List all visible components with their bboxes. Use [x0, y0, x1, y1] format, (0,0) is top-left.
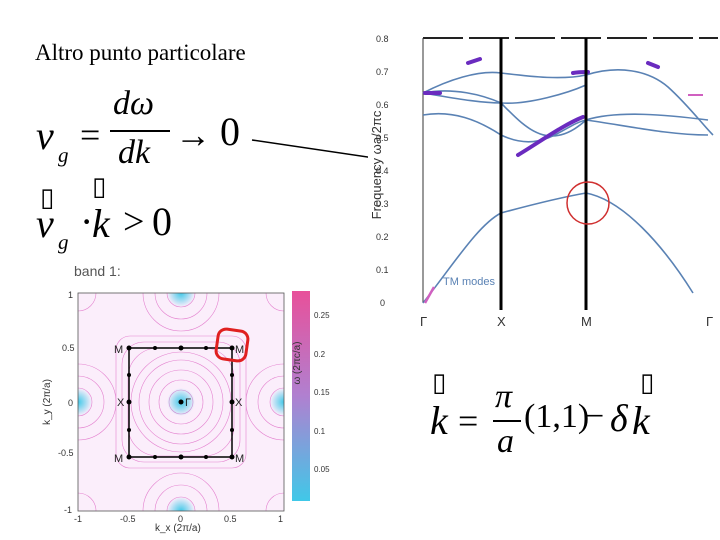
- fraction-numerator: dω: [113, 85, 155, 122]
- m-label: M: [114, 453, 123, 465]
- fraction-denominator: dk: [118, 134, 151, 171]
- fraction-bar: [110, 130, 170, 132]
- band-diagram: Frequency ωa/2πc 0.8 0.7 0.6 0.5 0.4 0.3…: [368, 25, 720, 345]
- cbar-tick: 0.05: [314, 465, 330, 474]
- delta-symbol: δ: [610, 398, 628, 440]
- symmetry-labels: M M M M X X Γ: [114, 344, 244, 465]
- x-label: X: [117, 397, 125, 409]
- xtick: -0.5: [120, 514, 136, 523]
- unit-vector: (1,1): [524, 398, 590, 435]
- vg-subscript: g: [58, 230, 69, 254]
- contour-xticks: -1 -0.5 0 0.5 1: [74, 514, 283, 523]
- pi-symbol: π: [495, 378, 513, 415]
- k-symbol: k: [430, 398, 448, 443]
- ytick: 1: [68, 290, 73, 300]
- a-symbol: a: [497, 423, 514, 460]
- k-symbol: k: [92, 201, 110, 246]
- m-label: M: [114, 344, 123, 356]
- gamma-label: Γ: [185, 397, 191, 409]
- vector-arrow-placeholder: ▯: [40, 183, 55, 212]
- cbar-tick: 0.2: [314, 350, 326, 359]
- vector-arrow-placeholder: ▯: [640, 368, 655, 397]
- cbar-tick: 0.1: [314, 427, 326, 436]
- ytick: 0: [68, 398, 73, 408]
- ytick: 0.1: [376, 265, 389, 275]
- colorbar-ticks: 0.25 0.2 0.15 0.1 0.05: [314, 311, 330, 474]
- vg-symbol: v: [36, 201, 54, 246]
- vector-arrow-placeholder: ▯: [92, 172, 107, 201]
- ytick: 0.2: [376, 232, 389, 242]
- xtick: 1: [278, 514, 283, 523]
- contour-plot: band 1: M M: [42, 263, 330, 523]
- k-symbol: k: [632, 398, 650, 443]
- band-xticks: Γ X M Γ: [420, 314, 713, 329]
- vg-subscript: g: [58, 143, 69, 167]
- xtick: 0.5: [224, 514, 237, 523]
- ytick: 0.7: [376, 67, 389, 77]
- m-point-marker: [214, 327, 250, 363]
- minus-sign: −: [585, 398, 605, 435]
- colorbar-label: ω (2πc/a): [292, 341, 303, 384]
- limit-arrow: →: [175, 115, 211, 155]
- ytick: 0.8: [376, 34, 389, 44]
- contour-ylabel: k_y (2π/a): [42, 379, 53, 425]
- colorbar: [292, 291, 310, 501]
- contour-title: band 1:: [74, 263, 121, 279]
- equals-sign: =: [458, 401, 479, 441]
- xtick: M: [581, 314, 592, 329]
- vg-symbol: v: [36, 113, 54, 158]
- slide-title: Altro punto particolare: [35, 40, 246, 65]
- xtick: Γ: [706, 314, 713, 329]
- ytick: 0: [380, 298, 385, 308]
- ytick: 0.5: [376, 133, 389, 143]
- ytick: 0.5: [62, 343, 75, 353]
- m-label: M: [235, 453, 244, 465]
- ytick: -1: [64, 505, 72, 515]
- greater-than: >: [123, 201, 145, 243]
- dot-operator: ·: [80, 199, 94, 244]
- ytick: 0.3: [376, 199, 389, 209]
- limit-zero: 0: [220, 109, 240, 154]
- contour-yticks: 1 0.5 0 -0.5 -1: [58, 290, 75, 515]
- ytick: 0.6: [376, 100, 389, 110]
- x-label: X: [235, 397, 243, 409]
- xtick: X: [497, 314, 506, 329]
- ytick: 0.4: [376, 166, 389, 176]
- equals-sign: =: [80, 115, 101, 155]
- symmetry-points: [126, 345, 235, 460]
- band-legend: TM modes: [443, 276, 495, 288]
- band-ylabel: Frequency ωa/2πc: [369, 110, 384, 219]
- m-label: M: [235, 344, 244, 356]
- band-yticks: 0.8 0.7 0.6 0.5 0.4 0.3 0.2 0.1 0: [376, 34, 389, 308]
- cbar-tick: 0.15: [314, 388, 330, 397]
- xtick: -1: [74, 514, 82, 523]
- fraction-bar: [493, 420, 521, 422]
- vector-arrow-placeholder: ▯: [432, 368, 447, 397]
- zero: 0: [152, 199, 172, 244]
- xtick: Γ: [420, 314, 427, 329]
- xtick: 0: [178, 514, 183, 523]
- highlight-circle: [566, 181, 610, 225]
- cbar-tick: 0.25: [314, 311, 330, 320]
- contour-xlabel: k_x (2π/a): [155, 523, 201, 534]
- ytick: -0.5: [58, 448, 74, 458]
